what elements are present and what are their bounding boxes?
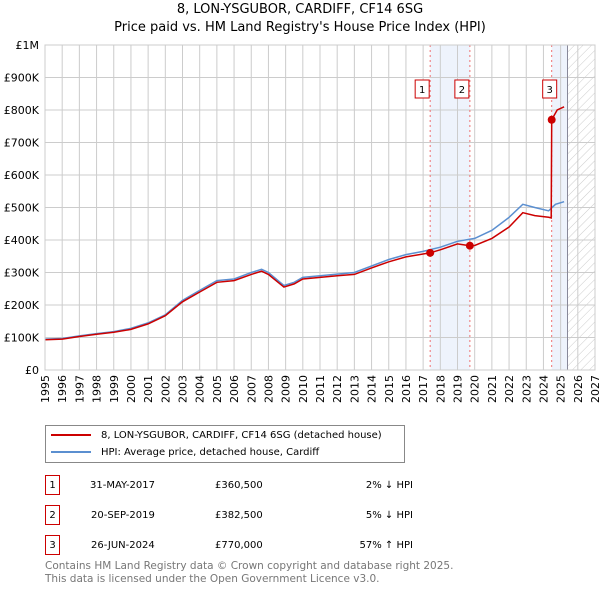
sale-point: [426, 248, 435, 257]
transaction-date: 31-MAY-2017: [90, 480, 156, 491]
transaction-price: £770,000: [215, 540, 263, 551]
transaction-marker: 2: [45, 505, 60, 525]
x-tick-label: 1995: [39, 375, 52, 403]
x-tick-label: 2000: [125, 375, 138, 403]
footer-copyright: Contains HM Land Registry data © Crown c…: [45, 560, 454, 572]
y-tick-label: £1M: [16, 39, 40, 52]
transaction-marker: 1: [45, 475, 60, 495]
y-tick-label: £200K: [4, 299, 40, 312]
x-tick-label: 2017: [417, 375, 430, 403]
x-tick-label: 2016: [400, 375, 413, 403]
legend-red-line: [51, 434, 91, 436]
transaction-row: 1 31-MAY-2017 £360,500 2% ↓ HPI: [45, 475, 465, 495]
x-tick-label: 2011: [314, 375, 327, 403]
legend-price-paid: 8, LON-YSGUBOR, CARDIFF, CF14 6SG (detac…: [101, 429, 382, 441]
x-tick-label: 2019: [452, 375, 465, 403]
sale-marker-box: [414, 79, 430, 99]
x-tick-label: 2020: [469, 375, 482, 403]
legend: 8, LON-YSGUBOR, CARDIFF, CF14 6SG (detac…: [45, 425, 405, 463]
y-tick-label: £800K: [4, 104, 40, 117]
sale-point: [465, 241, 474, 250]
x-tick-label: 2008: [262, 375, 275, 403]
x-tick-label: 2014: [366, 375, 379, 403]
chart-title: 8, LON-YSGUBOR, CARDIFF, CF14 6SG: [176, 2, 424, 17]
x-tick-label: 2003: [177, 375, 190, 403]
y-tick-label: £300K: [4, 267, 40, 280]
sale-marker-box: [542, 79, 558, 99]
transaction-date: 20-SEP-2019: [91, 510, 155, 521]
x-tick-label: 2002: [159, 375, 172, 403]
x-tick-label: 1997: [73, 375, 86, 403]
sale-marker-label: 2: [459, 85, 465, 96]
x-tick-label: 2026: [572, 375, 585, 403]
x-tick-label: 2024: [537, 375, 550, 403]
transaction-date: 26-JUN-2024: [91, 540, 155, 551]
price-paid-line: [44, 106, 565, 341]
x-tick-label: 2005: [211, 375, 224, 403]
x-tick-label: 2004: [194, 375, 207, 403]
x-tick-label: 2027: [589, 375, 600, 403]
x-tick-label: 2009: [280, 375, 293, 403]
x-tick-label: 2025: [555, 375, 568, 403]
hpi-line: [44, 200, 565, 340]
x-tick-label: 1996: [56, 375, 69, 403]
x-tick-label: 2023: [520, 375, 533, 403]
transaction-row: 2 20-SEP-2019 £382,500 5% ↓ HPI: [45, 505, 465, 525]
x-tick-label: 2010: [297, 375, 310, 403]
transaction-price: £382,500: [215, 510, 263, 521]
transaction-row: 3 26-JUN-2024 £770,000 57% ↑ HPI: [45, 535, 465, 555]
sale-point: [547, 115, 556, 124]
x-tick-label: 2022: [503, 375, 516, 403]
sale-marker-label: 3: [547, 85, 553, 96]
transaction-marker: 3: [45, 535, 60, 555]
x-tick-label: 2021: [486, 375, 499, 403]
transaction-delta: 5% ↓ HPI: [365, 510, 413, 521]
sale-marker-box: [454, 79, 470, 99]
x-tick-label: 2001: [142, 375, 155, 403]
transaction-price: £360,500: [215, 480, 263, 491]
legend-hpi: HPI: Average price, detached house, Card…: [101, 446, 320, 458]
transaction-delta: 2% ↓ HPI: [365, 480, 413, 491]
x-tick-label: 2007: [245, 375, 258, 403]
y-tick-label: £500K: [4, 202, 40, 215]
chart-subtitle: Price paid vs. HM Land Registry's House …: [114, 20, 486, 35]
price-chart: 1995 1996 1997 1998 1999 2000 2001 2002 2003 2004…: [4, 39, 600, 403]
transaction-delta: 57% ↑ HPI: [359, 540, 413, 551]
y-tick-label: £100K: [4, 332, 40, 345]
y-tick-label: £900K: [4, 72, 40, 85]
x-tick-label: 2012: [331, 375, 344, 403]
y-tick-label: £600K: [4, 169, 40, 182]
sale-marker-label: 1: [419, 85, 425, 96]
legend-blue-line: [51, 451, 91, 453]
x-tick-label: 2013: [348, 375, 361, 403]
x-tick-label: 1999: [108, 375, 121, 403]
x-tick-label: 2018: [434, 375, 447, 403]
x-tick-label: 2015: [383, 375, 396, 403]
footer-licence: This data is licensed under the Open Gov…: [45, 573, 380, 585]
y-tick-label: £700K: [4, 137, 40, 150]
x-tick-label: 1998: [91, 375, 104, 403]
x-tick-label: 2006: [228, 375, 241, 403]
plot-border: [44, 44, 596, 371]
y-tick-label: £0: [25, 364, 39, 377]
y-tick-label: £400K: [4, 234, 40, 247]
